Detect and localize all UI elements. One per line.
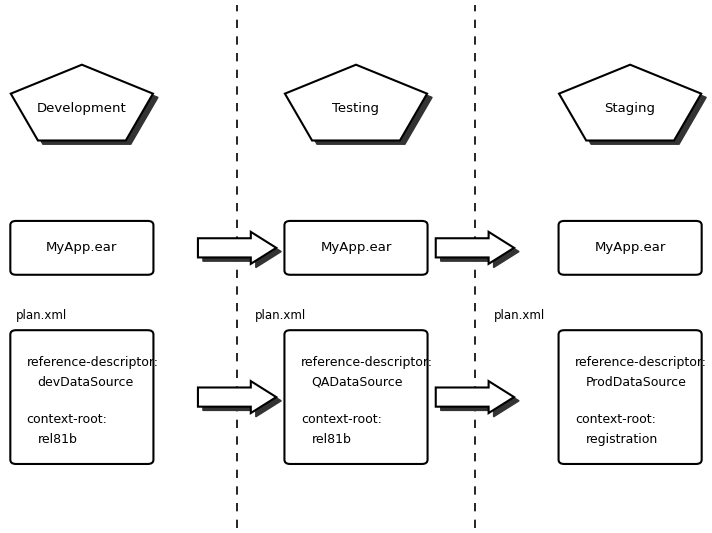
Polygon shape	[441, 236, 519, 268]
Polygon shape	[441, 385, 519, 417]
Bar	[295, 229, 426, 274]
Bar	[21, 338, 152, 463]
Polygon shape	[16, 68, 158, 144]
Text: MyApp.ear: MyApp.ear	[320, 241, 392, 254]
Polygon shape	[203, 236, 281, 268]
Polygon shape	[11, 64, 153, 141]
FancyBboxPatch shape	[284, 221, 427, 274]
Text: Development: Development	[37, 102, 127, 115]
Text: rel81b: rel81b	[38, 433, 78, 446]
Text: context-root:: context-root:	[300, 413, 382, 426]
Polygon shape	[290, 68, 432, 144]
FancyBboxPatch shape	[558, 330, 702, 464]
Text: reference-descriptor:: reference-descriptor:	[27, 356, 159, 368]
Text: plan.xml: plan.xml	[493, 310, 545, 322]
Text: context-root:: context-root:	[575, 413, 656, 426]
Text: plan.xml: plan.xml	[16, 310, 67, 322]
Text: Testing: Testing	[333, 102, 379, 115]
Polygon shape	[285, 64, 427, 141]
Text: Staging: Staging	[604, 102, 656, 115]
Polygon shape	[564, 68, 706, 144]
Text: MyApp.ear: MyApp.ear	[46, 241, 117, 254]
Polygon shape	[198, 232, 276, 264]
Polygon shape	[198, 381, 276, 413]
Text: devDataSource: devDataSource	[38, 376, 134, 389]
Text: registration: registration	[585, 433, 658, 446]
FancyBboxPatch shape	[558, 221, 702, 274]
Polygon shape	[436, 381, 514, 413]
Text: reference-descriptor:: reference-descriptor:	[300, 356, 433, 368]
Text: plan.xml: plan.xml	[255, 310, 306, 322]
FancyBboxPatch shape	[11, 330, 154, 464]
Polygon shape	[436, 232, 514, 264]
Bar	[21, 229, 152, 274]
Polygon shape	[559, 64, 701, 141]
FancyBboxPatch shape	[11, 221, 154, 274]
Text: QADataSource: QADataSource	[312, 376, 403, 389]
FancyBboxPatch shape	[284, 330, 427, 464]
Text: MyApp.ear: MyApp.ear	[595, 241, 666, 254]
Text: rel81b: rel81b	[312, 433, 352, 446]
Text: ProdDataSource: ProdDataSource	[585, 376, 686, 389]
Text: context-root:: context-root:	[27, 413, 108, 426]
Bar	[570, 338, 701, 463]
Bar	[570, 229, 701, 274]
Bar	[295, 338, 426, 463]
Text: reference-descriptor:: reference-descriptor:	[575, 356, 707, 368]
Polygon shape	[203, 385, 281, 417]
